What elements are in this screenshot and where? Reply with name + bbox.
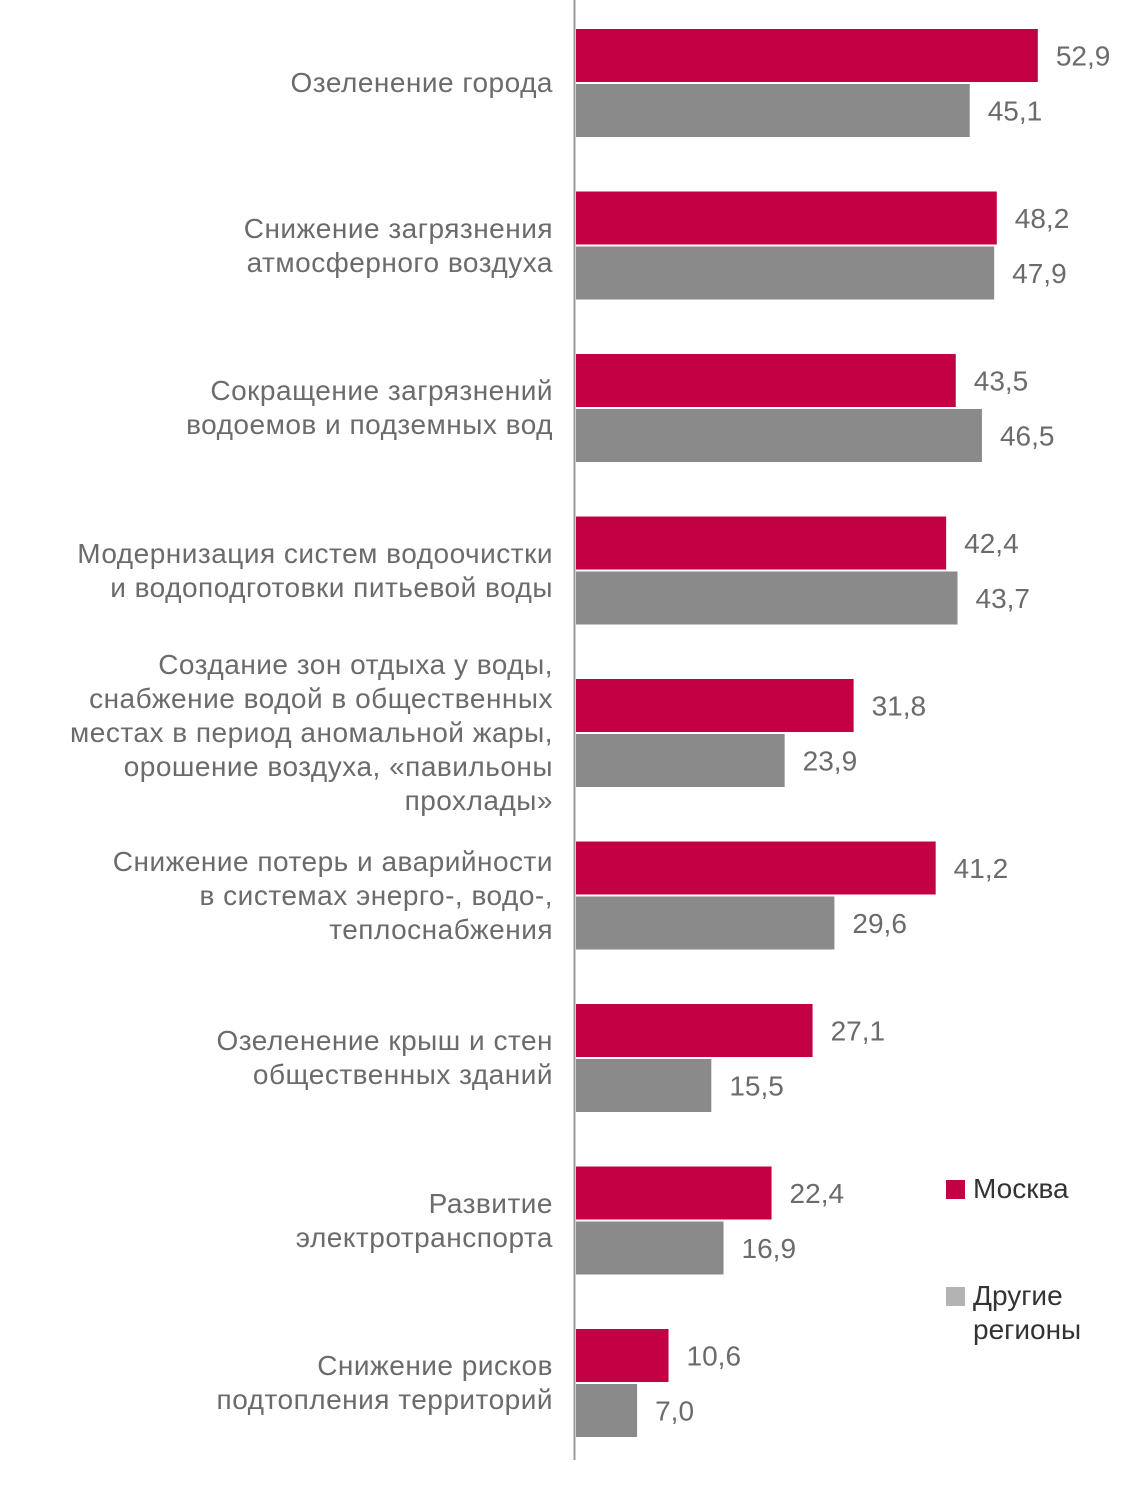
bar-other-regions [576,571,958,625]
legend-item: Другие регионы [946,1279,1081,1347]
data-label: 43,5 [974,366,1029,397]
data-label: 15,5 [729,1071,784,1102]
bar-moscow [576,29,1038,82]
bar-moscow [576,1166,772,1220]
legend-label: Москва [973,1173,1069,1204]
data-label: 46,5 [1000,421,1055,452]
data-label: 10,6 [687,1341,742,1372]
category-label: Сокращение загрязнений водоемов и подземн… [186,375,553,440]
bar-other-regions [576,1059,712,1112]
data-label: 27,1 [831,1016,886,1047]
bar-other-regions [576,896,835,950]
bar-other-regions [576,409,982,462]
data-label: 52,9 [1056,41,1111,72]
data-label: 47,9 [1012,258,1067,289]
category-label: Создание зон отдыха у воды, снабжение вод… [70,649,553,816]
bar-moscow [576,1329,669,1382]
bar-moscow [576,841,936,895]
category-label: Снижение загрязнения атмосферного воздуха [243,212,553,278]
data-label: 45,1 [988,96,1043,127]
bar-moscow [576,679,854,732]
bar-other-regions [576,734,785,787]
bar-other-regions [576,1221,724,1275]
legend-swatch [946,1287,965,1306]
bar-moscow [576,354,956,407]
bar-moscow [576,191,997,245]
data-label: 7,0 [655,1396,694,1427]
category-label: Озеленение крыш и стен общественных здани… [216,1025,553,1090]
data-label: 41,2 [954,853,1009,884]
bar-other-regions [576,246,995,300]
data-label: 42,4 [964,528,1019,559]
bar-other-regions [576,1384,638,1437]
data-label: 29,6 [852,908,907,939]
bar-other-regions [576,84,970,137]
legend-label: Другие регионы [973,1280,1082,1345]
bar-moscow [576,1004,813,1057]
category-label: Модернизация систем водоочистки и водопод… [77,537,553,603]
category-label: Озеленение города [290,67,553,98]
category-label: Снижение рисков подтопления территорий [216,1350,553,1415]
legend-item: Москва [946,1172,1069,1206]
data-label: 23,9 [803,746,858,777]
data-label: 43,7 [976,583,1031,614]
data-label: 48,2 [1015,203,1070,234]
category-label: Развитие электротранспорта [295,1187,553,1253]
legend-swatch [946,1180,965,1199]
data-label: 31,8 [872,691,927,722]
bar-moscow [576,516,947,570]
category-label: Снижение потерь и аварийности в системах … [112,845,553,945]
data-label: 22,4 [790,1178,845,1209]
data-label: 16,9 [742,1233,797,1264]
